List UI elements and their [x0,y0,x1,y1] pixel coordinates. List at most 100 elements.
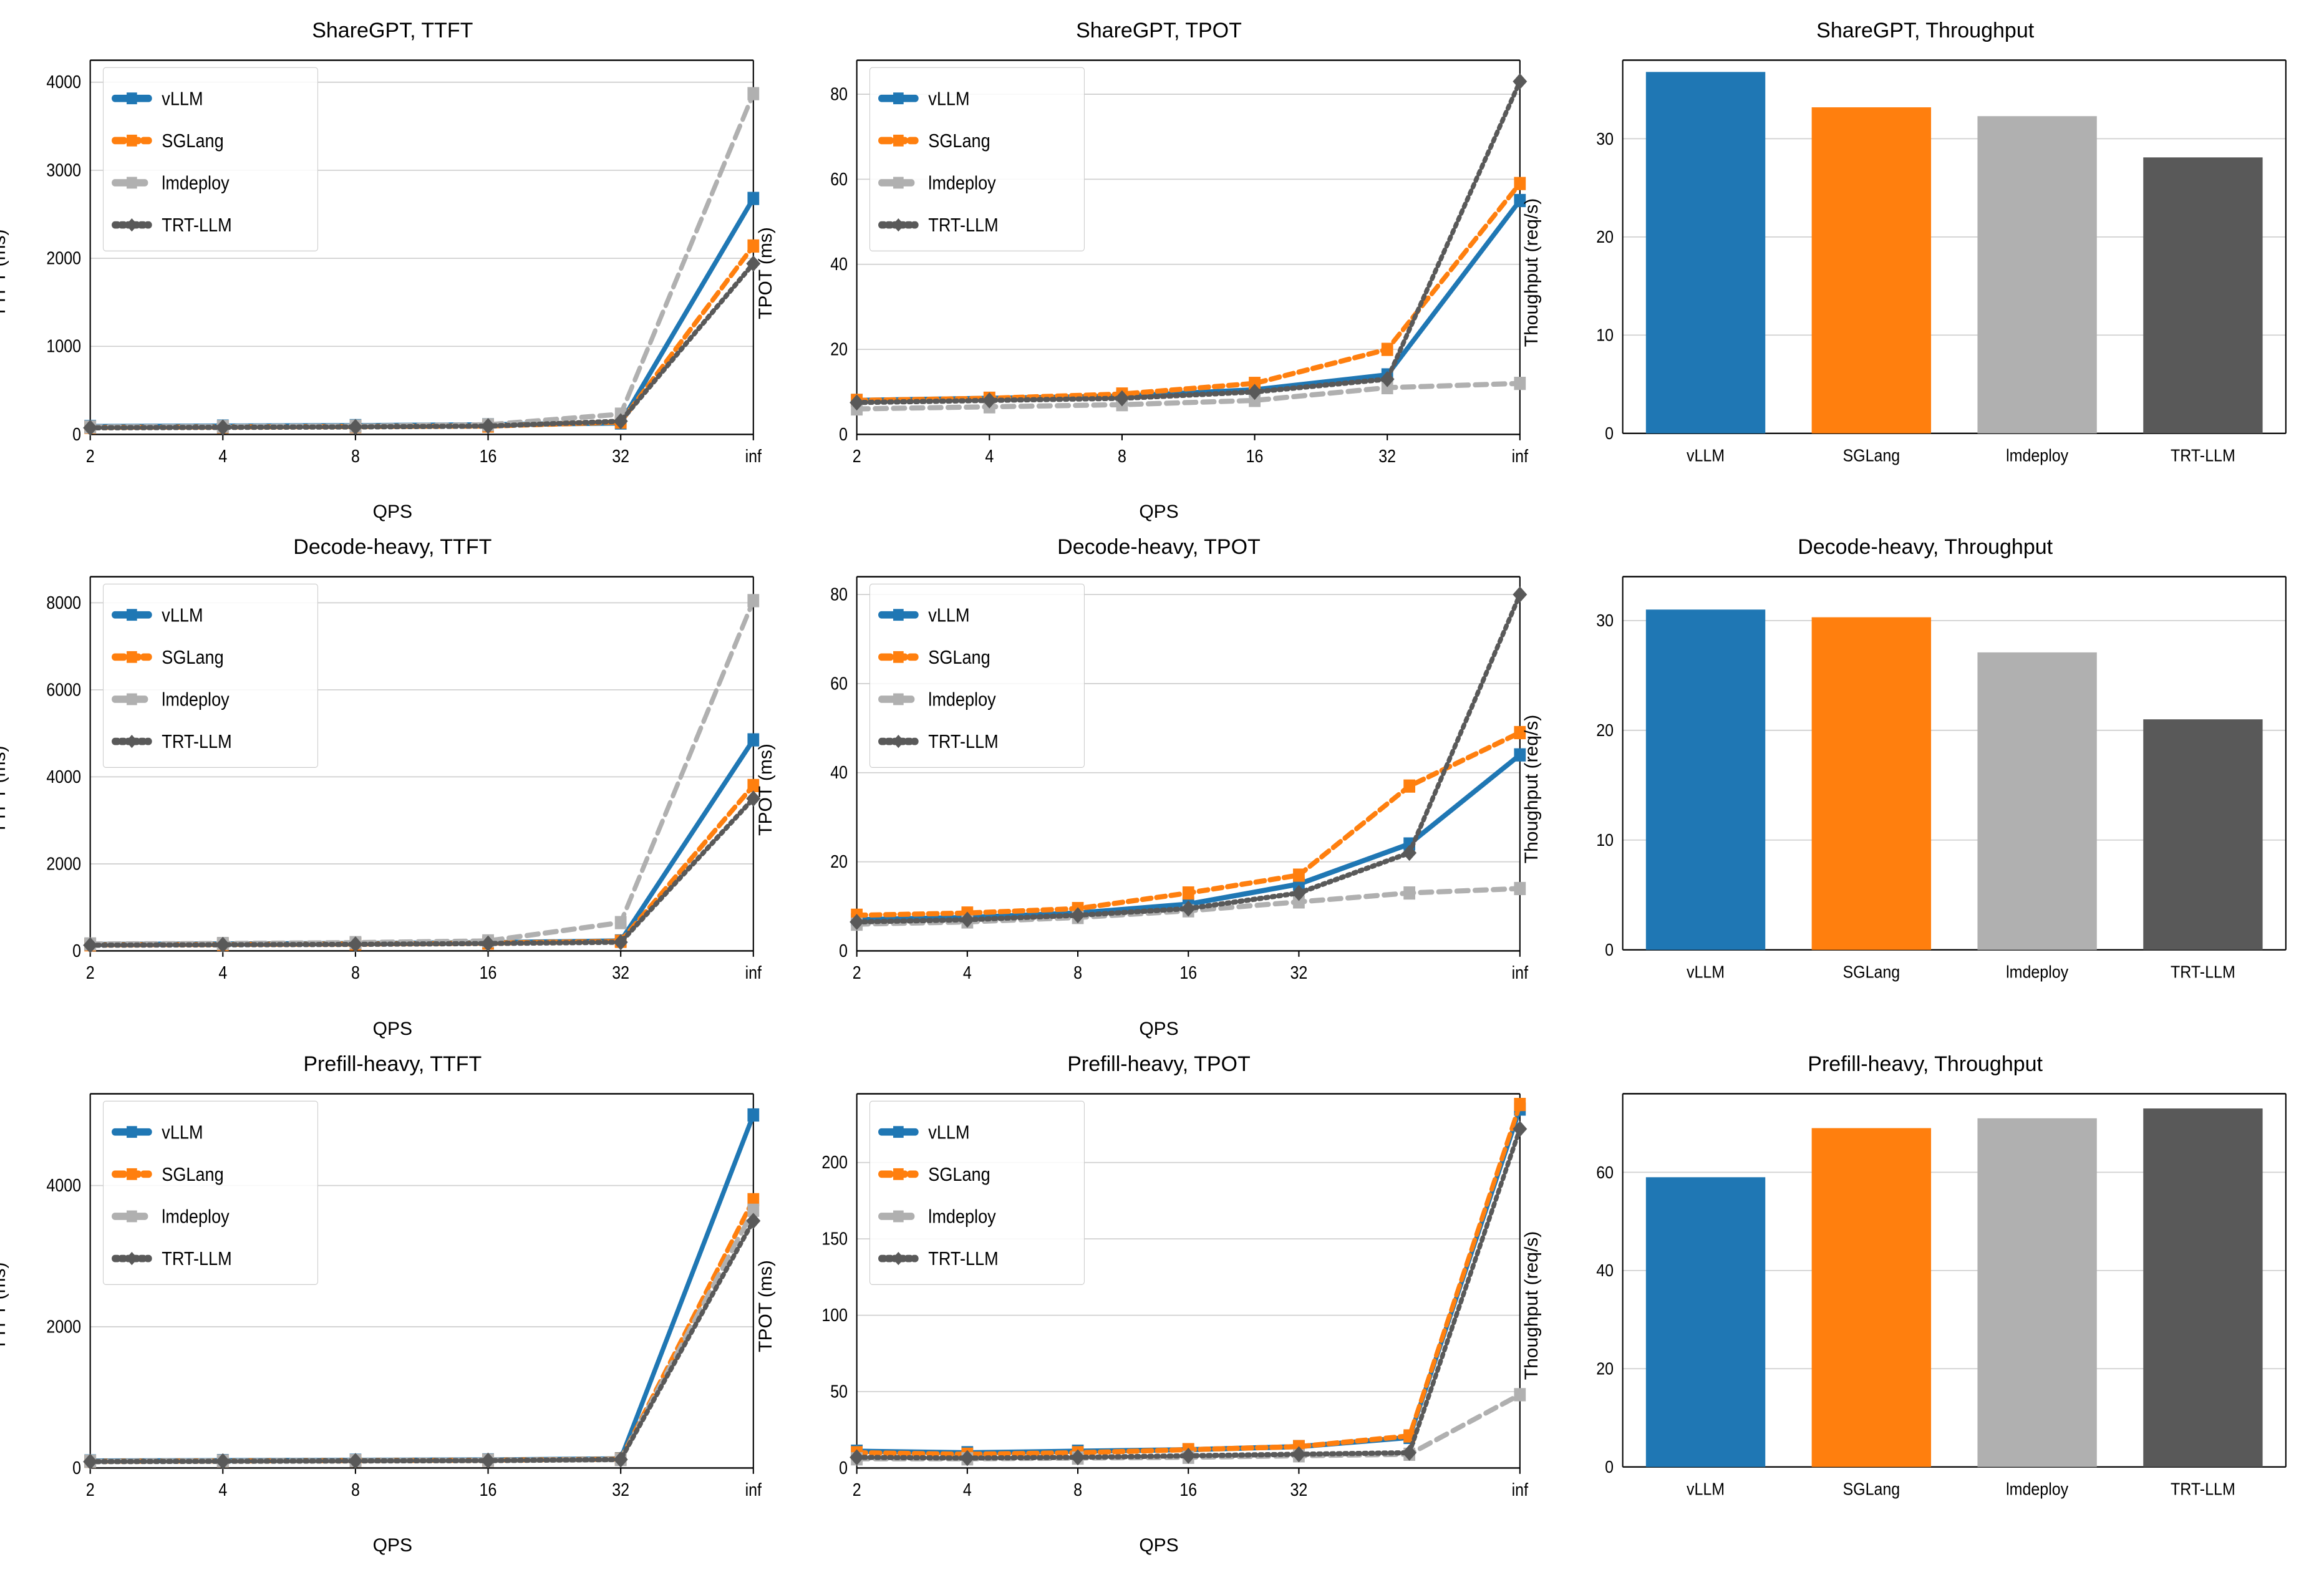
svg-text:30: 30 [1597,128,1614,148]
svg-text:6000: 6000 [46,680,81,700]
bar-chart[interactable]: 0 10 20 30 vLLM SGLang lmdeploy TRT-LLM [1551,46,2299,499]
svg-text:4: 4 [218,1480,227,1500]
svg-text:16: 16 [1179,963,1197,983]
svg-text:inf: inf [745,447,762,467]
svg-text:20: 20 [830,852,848,872]
svg-text:4: 4 [963,1480,972,1500]
svg-text:inf: inf [1511,1480,1528,1500]
svg-text:20: 20 [1597,720,1614,740]
svg-text:SGLang: SGLang [1843,445,1900,465]
subplot-0-2: ShareGPT, Throughput Thoughput (req/s) 0 10… [1545,12,2312,529]
plot-area[interactable]: TPOT (ms) 0 20 40 60 80 2 4 8 16 32 inf vLLM SGLang lm… [785,562,1533,1017]
subplot-title: Decode-heavy, TPOT [1057,535,1261,560]
svg-text:60: 60 [830,169,848,189]
subplot-1-2: Decode-heavy, Throughput Thoughput (req/s… [1545,529,2312,1045]
svg-text:20: 20 [830,339,848,359]
svg-text:50: 50 [830,1382,848,1402]
svg-text:TRT-LLM: TRT-LLM [162,732,231,753]
svg-text:200: 200 [821,1152,848,1172]
svg-text:150: 150 [821,1229,848,1249]
bar-chart[interactable]: 0 10 20 30 vLLM SGLang lmdeploy TRT-LLM [1551,562,2299,1015]
line-chart[interactable]: 0 1000 2000 3000 4000 2 4 8 16 32 inf vLLM SGLang lmd… [19,46,767,500]
subplot-title: ShareGPT, TPOT [1076,19,1242,43]
svg-text:4000: 4000 [46,1175,81,1195]
subplot-2-1: Prefill-heavy, TPOT TPOT (ms) 0 50 100 150 200… [779,1046,1546,1563]
plot-area[interactable]: Thoughput (req/s) 0 10 20 30 vLLM SGLang lmdepl… [1551,46,2299,499]
svg-text:4: 4 [985,447,994,467]
svg-text:inf: inf [1511,963,1528,983]
svg-text:4000: 4000 [46,72,81,92]
plot-area[interactable]: TPOT (ms) 0 50 100 150 200 2 4 8 16 32 inf vLLM SGLan… [785,1079,1533,1534]
svg-text:32: 32 [612,1480,629,1500]
svg-text:32: 32 [1290,1480,1307,1500]
subplot-0-1: ShareGPT, TPOT TPOT (ms) 0 20 40 60 80 2 4 8 16 32 i… [779,12,1546,529]
svg-text:vLLM: vLLM [928,1122,969,1143]
x-axis-label: QPS [373,502,412,523]
svg-text:1000: 1000 [46,336,81,356]
svg-text:SGLang: SGLang [162,1164,223,1185]
svg-text:32: 32 [612,447,629,467]
svg-text:4: 4 [218,447,227,467]
svg-text:20: 20 [1597,1359,1614,1379]
svg-text:TRT-LLM: TRT-LLM [162,1248,231,1269]
svg-text:TRT-LLM: TRT-LLM [928,1248,998,1269]
y-axis-label: TTFT (ms) [0,745,10,833]
line-chart[interactable]: 0 20 40 60 80 2 4 8 16 32 inf vLLM SGLang lmdeploy TRT… [785,46,1533,500]
svg-text:0: 0 [1605,1456,1614,1476]
svg-text:lmdeploy: lmdeploy [928,689,996,710]
svg-text:60: 60 [1597,1162,1614,1182]
svg-text:TRT-LLM: TRT-LLM [928,732,998,753]
svg-text:80: 80 [830,584,848,604]
bar-chart[interactable]: 0 20 40 60 vLLM SGLang lmdeploy TRT-LLM [1551,1079,2299,1533]
plot-area[interactable]: TTFT (ms) 0 2000 4000 6000 8000 2 4 8 16 32 inf vLLM… [19,562,767,1017]
svg-text:2: 2 [852,963,861,983]
svg-text:32: 32 [1378,447,1396,467]
svg-text:lmdeploy: lmdeploy [162,1206,230,1228]
y-axis-label: TTFT (ms) [0,229,10,317]
svg-text:lmdeploy: lmdeploy [2006,445,2069,465]
svg-text:lmdeploy: lmdeploy [162,173,230,194]
svg-text:40: 40 [830,254,848,274]
x-axis-label: QPS [373,1535,412,1556]
svg-text:8000: 8000 [46,593,81,613]
line-chart[interactable]: 0 2000 4000 6000 8000 2 4 8 16 32 inf vLLM SGLang lmd… [19,562,767,1017]
y-axis-label: TPOT (ms) [755,227,777,319]
plot-area[interactable]: TTFT (ms) 0 1000 2000 3000 4000 2 4 8 16 32 inf vLLM… [19,46,767,500]
subplot-0-0: ShareGPT, TTFT TTFT (ms) 0 1000 2000 3000 4000… [12,12,779,529]
svg-text:TRT-LLM: TRT-LLM [928,215,998,236]
svg-text:40: 40 [1597,1261,1614,1281]
svg-text:8: 8 [1118,447,1126,467]
svg-text:16: 16 [1246,447,1263,467]
svg-text:0: 0 [72,941,81,961]
svg-text:16: 16 [1179,1480,1197,1500]
svg-text:SGLang: SGLang [162,647,223,669]
svg-text:8: 8 [351,1480,360,1500]
y-axis-label: TTFT (ms) [0,1262,10,1350]
line-chart[interactable]: 0 50 100 150 200 2 4 8 16 32 inf vLLM SGLang lmdeploy… [785,1079,1533,1534]
subplot-2-0: Prefill-heavy, TTFT TTFT (ms) 0 2000 4000 2 4 8… [12,1046,779,1563]
svg-text:SGLang: SGLang [928,130,990,152]
svg-text:lmdeploy: lmdeploy [2006,1479,2069,1499]
svg-text:inf: inf [1511,447,1528,467]
svg-text:3000: 3000 [46,160,81,180]
svg-text:0: 0 [1605,424,1614,443]
subplot-1-1: Decode-heavy, TPOT TPOT (ms) 0 20 40 60 80 2 4 8 1… [779,529,1546,1045]
svg-text:2: 2 [86,1480,95,1500]
subplot-1-0: Decode-heavy, TTFT TTFT (ms) 0 2000 4000 6000… [12,529,779,1045]
svg-text:TRT-LLM: TRT-LLM [2171,1479,2235,1499]
svg-text:SGLang: SGLang [928,647,990,669]
plot-area[interactable]: TPOT (ms) 0 20 40 60 80 2 4 8 16 32 inf vLLM SGLang lm… [785,46,1533,500]
subplot-title: Decode-heavy, TTFT [293,535,491,560]
svg-text:0: 0 [839,424,848,444]
plot-area[interactable]: Thoughput (req/s) 0 10 20 30 vLLM SGLang lmdepl… [1551,562,2299,1015]
svg-text:vLLM: vLLM [162,89,203,110]
plot-area[interactable]: TTFT (ms) 0 2000 4000 2 4 8 16 32 inf vLLM SGLang lm… [19,1079,767,1534]
y-axis-label: Thoughput (req/s) [1521,715,1542,863]
svg-text:2000: 2000 [46,248,81,268]
svg-text:40: 40 [830,763,848,783]
plot-area[interactable]: Thoughput (req/s) 0 20 40 60 vLLM SGLang lmdepl… [1551,1079,2299,1533]
line-chart[interactable]: 0 2000 4000 2 4 8 16 32 inf vLLM SGLang lmdeploy TRT… [19,1079,767,1534]
svg-text:0: 0 [72,1458,81,1478]
line-chart[interactable]: 0 20 40 60 80 2 4 8 16 32 inf vLLM SGLang lmdeploy TRT… [785,562,1533,1017]
svg-text:10: 10 [1597,830,1614,850]
